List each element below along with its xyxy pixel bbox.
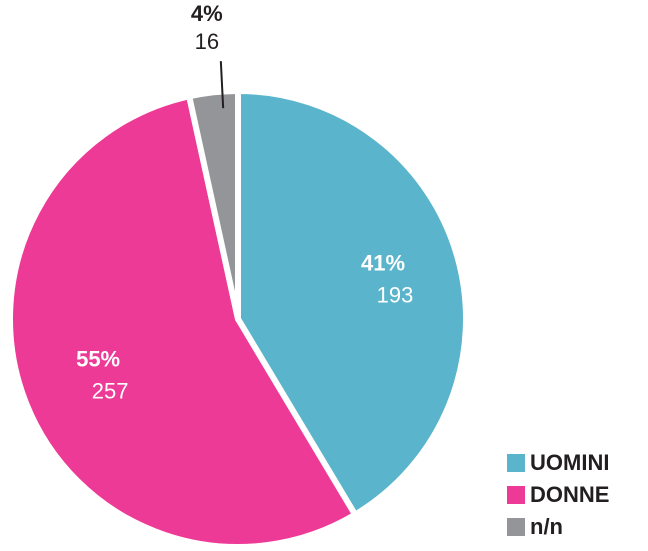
pie-slice [186,88,241,322]
legend-label: UOMINI [530,450,609,475]
legend-label: DONNE [530,482,609,507]
legend-swatch [507,518,525,536]
percent-label: 41% [361,251,405,276]
percent-label: 4% [191,1,223,26]
value-label: 257 [92,378,129,403]
legend-swatch [507,454,525,472]
leader-line [219,61,225,109]
value-label: 193 [377,283,414,308]
legend-label: n/n [530,514,563,539]
legend-swatch [507,486,525,504]
value-label: 16 [195,29,219,54]
pie-slice [7,93,359,550]
percent-label: 55% [76,346,120,371]
